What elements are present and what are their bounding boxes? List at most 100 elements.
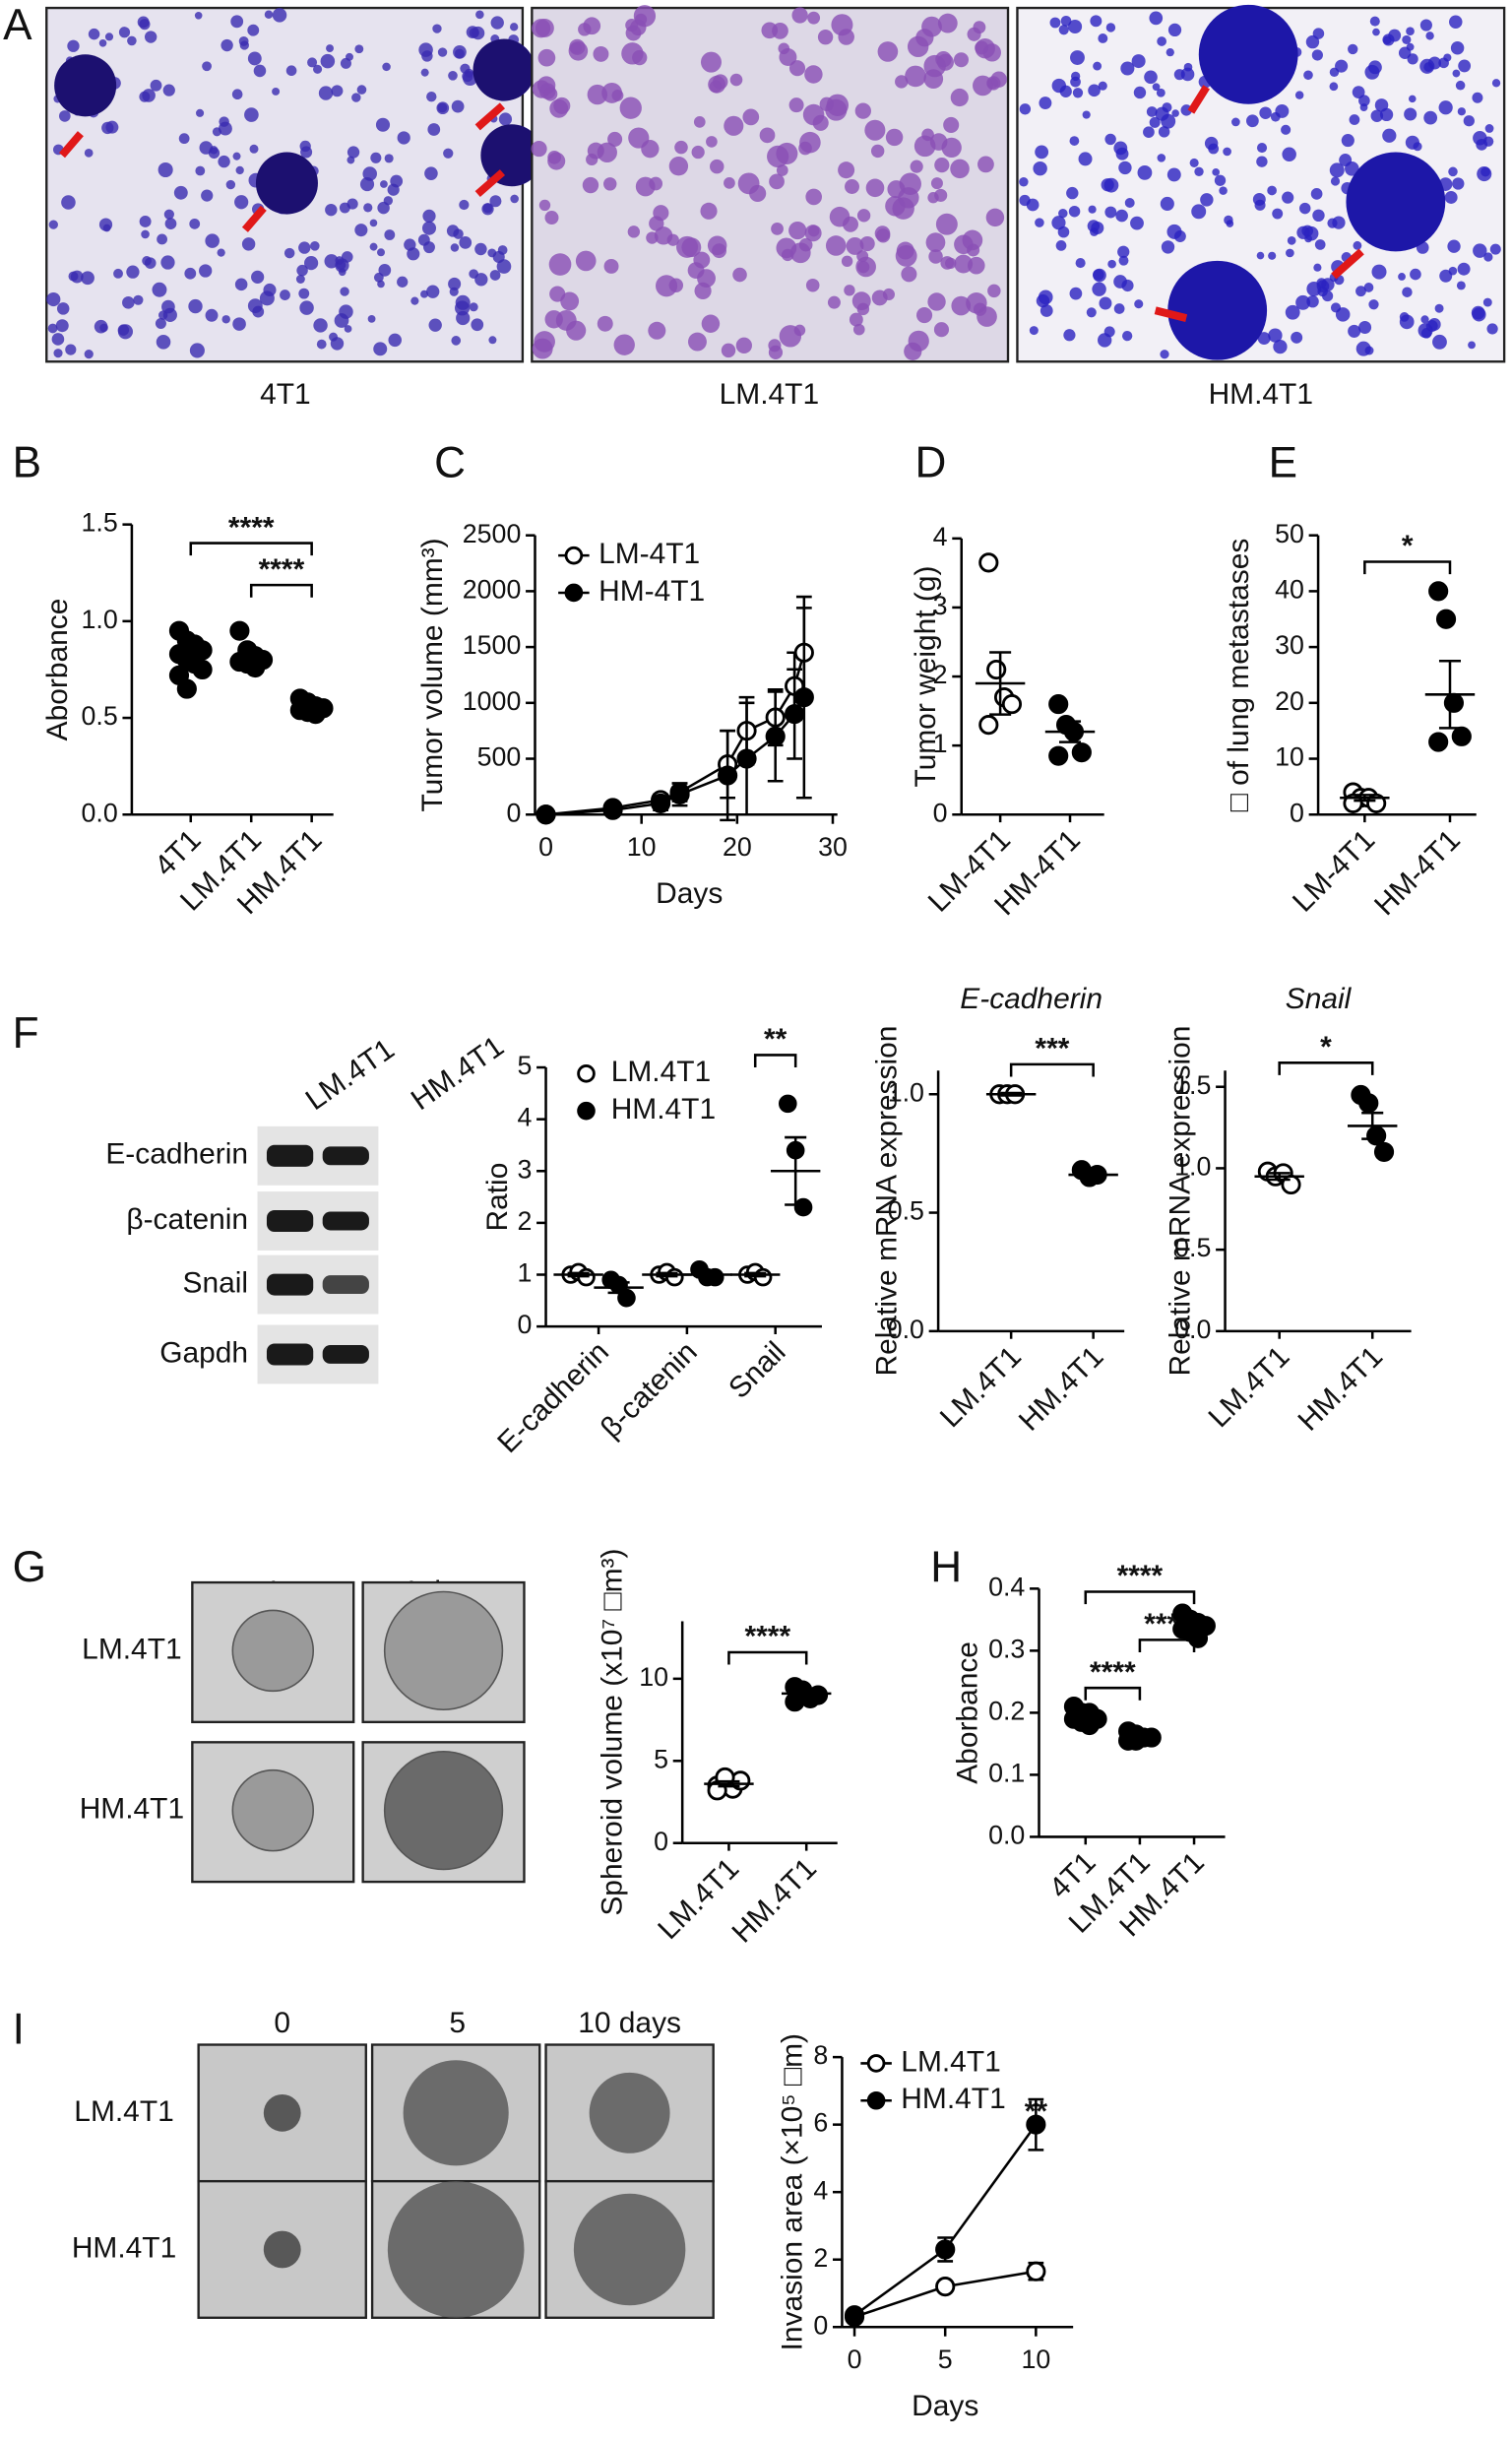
cell xyxy=(1086,307,1097,318)
y-tick-label: 0.5 xyxy=(82,701,118,731)
y-tick-label: 0.3 xyxy=(988,1634,1025,1663)
cell xyxy=(126,265,140,279)
cell xyxy=(851,291,871,311)
cell xyxy=(199,264,213,278)
cell xyxy=(1483,252,1493,262)
cell xyxy=(1093,268,1106,283)
cell xyxy=(1267,185,1277,196)
cell xyxy=(1144,70,1158,85)
cell xyxy=(845,179,859,194)
cell xyxy=(713,74,728,90)
cell xyxy=(310,241,320,251)
x-tick-label: 10 xyxy=(627,832,657,862)
significance-bracket xyxy=(249,583,313,598)
band xyxy=(266,1144,314,1167)
cell xyxy=(933,322,950,338)
x-tick-label: HM-4T1 xyxy=(1368,824,1467,923)
sem-bar xyxy=(656,1271,678,1278)
cell xyxy=(299,300,314,315)
cell xyxy=(1231,117,1240,127)
data-point xyxy=(602,800,623,820)
cell xyxy=(943,116,960,133)
cell xyxy=(370,152,382,163)
cell xyxy=(247,24,260,36)
data-point xyxy=(1366,1125,1387,1146)
cell xyxy=(1423,110,1438,125)
cell xyxy=(1189,158,1199,167)
y-tick-label: 0 xyxy=(517,1310,532,1339)
cell xyxy=(53,349,63,358)
cell xyxy=(1311,49,1323,61)
cell xyxy=(1310,188,1323,200)
cell xyxy=(1121,279,1134,292)
cell xyxy=(448,70,458,81)
band xyxy=(322,1146,369,1166)
cell xyxy=(1312,209,1325,223)
cell xyxy=(1082,110,1091,119)
cell xyxy=(68,271,79,282)
cell xyxy=(927,292,946,311)
cell xyxy=(603,177,617,191)
cell xyxy=(649,176,663,191)
y-tick-label: 10 xyxy=(639,1662,668,1692)
cell xyxy=(202,61,212,72)
spheroid xyxy=(383,1590,504,1711)
cell xyxy=(951,295,972,316)
data-point xyxy=(305,704,326,725)
y-tick-label: 0.5 xyxy=(1174,1233,1211,1262)
cell xyxy=(1313,263,1322,272)
cell xyxy=(538,199,551,212)
cell xyxy=(459,199,470,211)
cell xyxy=(603,258,619,274)
sem-bar xyxy=(1438,660,1462,730)
cell xyxy=(761,22,779,39)
cell xyxy=(1295,294,1311,310)
cell xyxy=(359,177,375,192)
cell xyxy=(139,91,151,102)
cell xyxy=(377,248,385,257)
panel-letter: A xyxy=(3,1,32,49)
y-tick-label: 1.5 xyxy=(1174,1070,1211,1100)
column-label: 10 days xyxy=(578,2007,681,2039)
row-label: LM.4T1 xyxy=(74,2095,173,2128)
cell xyxy=(1353,240,1362,250)
cell xyxy=(47,323,58,334)
cell xyxy=(621,42,644,65)
cell xyxy=(544,211,559,225)
cell xyxy=(701,314,721,333)
cell xyxy=(1070,50,1085,65)
cell xyxy=(330,337,345,351)
cell xyxy=(759,127,776,144)
cell xyxy=(973,21,986,34)
cell xyxy=(346,52,353,61)
cell xyxy=(1457,262,1471,276)
cell xyxy=(575,250,597,272)
cell xyxy=(1088,205,1097,214)
cell xyxy=(418,42,433,57)
cell xyxy=(1486,323,1498,335)
cell xyxy=(139,215,152,227)
cell xyxy=(1066,186,1079,200)
cell xyxy=(1432,334,1447,350)
cell xyxy=(1388,29,1402,42)
y-tick-label: 4 xyxy=(517,1103,532,1132)
cell xyxy=(285,65,297,77)
cell xyxy=(676,235,699,258)
cell xyxy=(1246,114,1259,128)
cell xyxy=(344,325,352,333)
data-point xyxy=(779,1094,797,1114)
cell xyxy=(805,188,822,206)
data-point xyxy=(1435,609,1457,629)
cell xyxy=(1090,15,1102,28)
cell xyxy=(950,88,969,107)
cell xyxy=(384,154,394,163)
data-point xyxy=(793,1197,813,1217)
y-tick-label: 0 xyxy=(654,1827,668,1856)
data-point xyxy=(245,657,266,678)
cell xyxy=(966,292,987,314)
cell xyxy=(1312,28,1325,39)
cell xyxy=(1482,297,1492,307)
cell xyxy=(1332,216,1346,229)
cell xyxy=(817,29,834,45)
